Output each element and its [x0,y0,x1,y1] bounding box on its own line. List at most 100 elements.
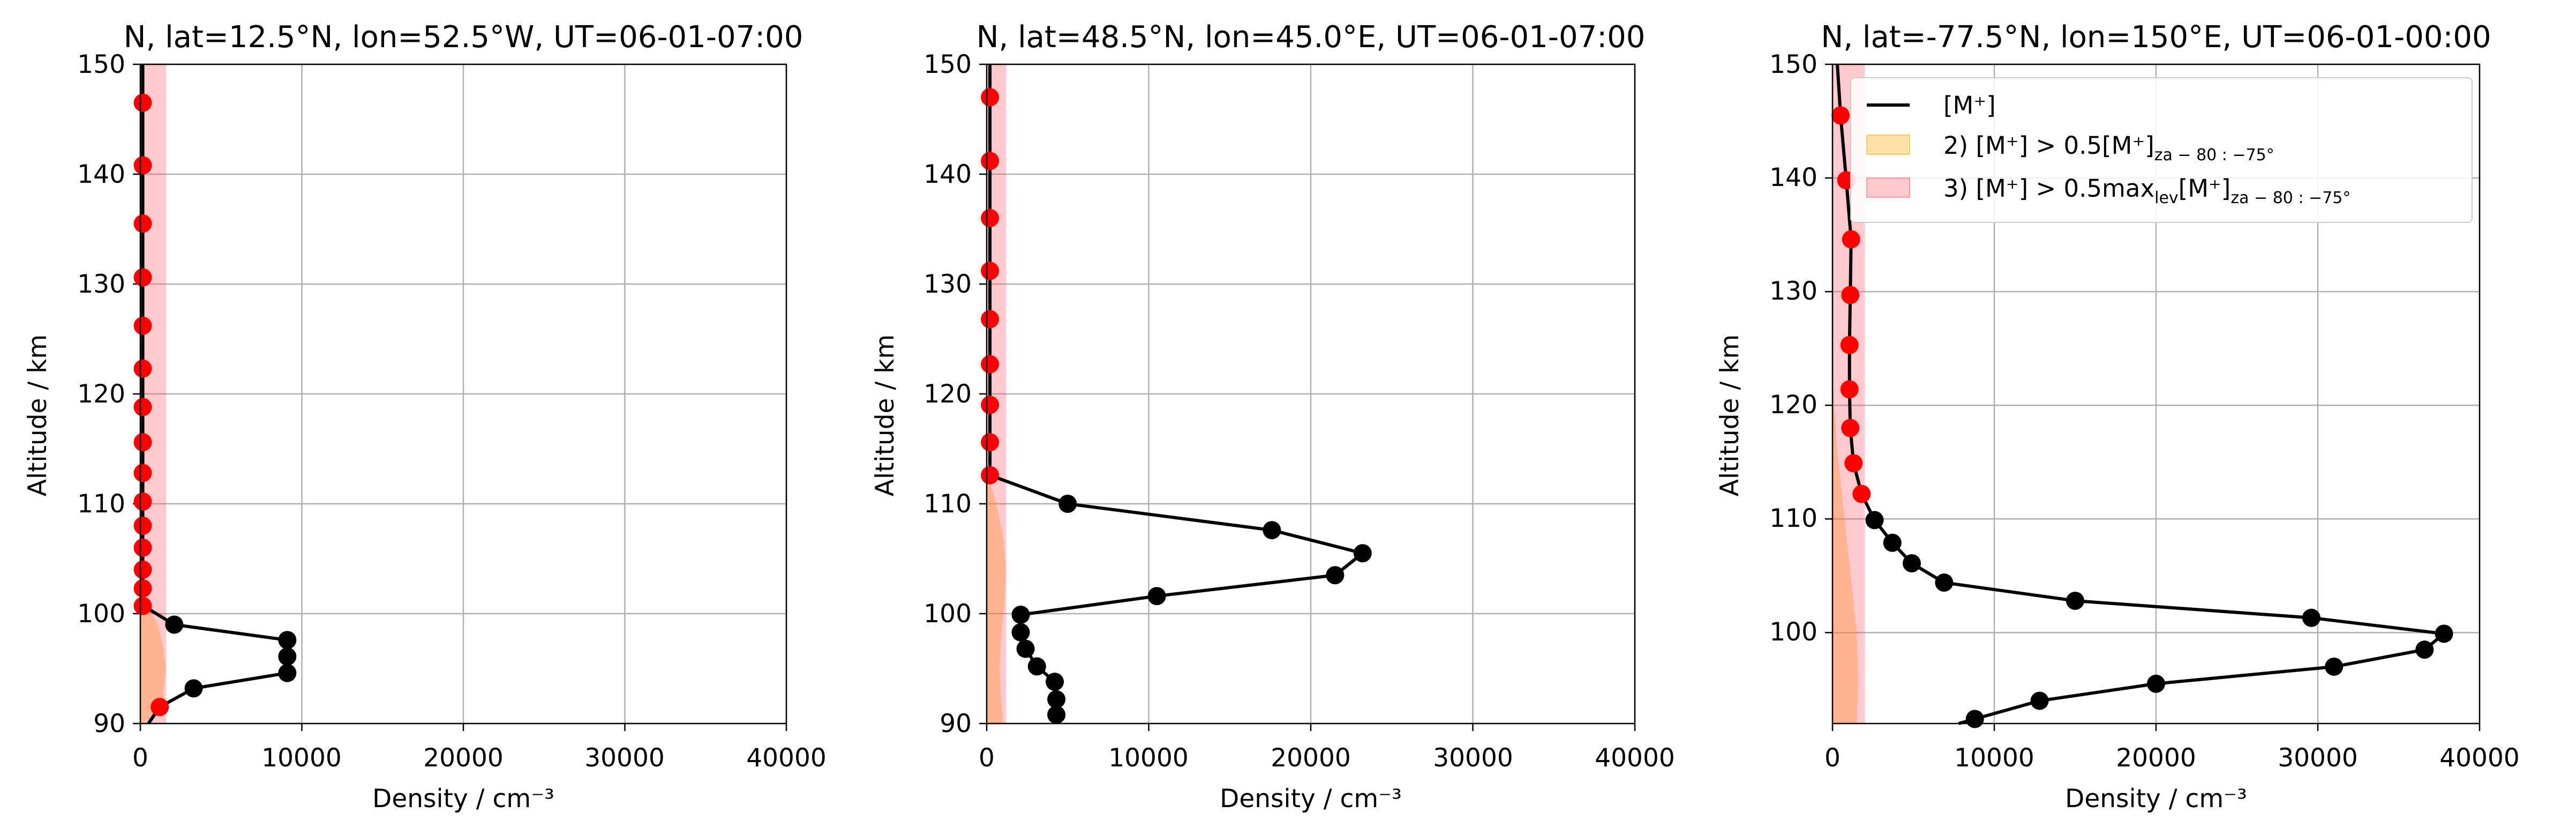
panel-1-xlabel: Density / cm⁻³ [372,784,554,814]
data-point-7 [133,579,152,598]
panel-3-xtick-0: 0 [1824,743,1841,773]
data-point-18 [981,209,1000,227]
data-point-9 [1902,554,1921,572]
data-point-2 [278,663,297,682]
panel-3-ytick-1: 110 [1769,504,1818,533]
legend-entry-3-sub2: za − 80 : −75° [2230,189,2350,207]
data-point-0 [1047,705,1066,724]
data-point-7 [2066,591,2084,610]
panel-1-series [133,64,297,725]
panel-2-y-ticks: 90 100 110 120 130 140 150 [923,50,972,739]
panel-1-xtick-3: 30000 [584,743,665,773]
data-point-2 [2147,674,2165,693]
data-point-4 [1016,639,1035,658]
band-0 [987,471,1007,724]
data-point-1 [1047,690,1066,709]
panel-3-y-ticks: 100 110 120 130 140 150 [1769,50,1818,647]
data-point-14 [1841,419,1860,437]
data-point-4 [278,631,297,650]
panel-1-ylabel: Altitude / km [23,334,52,496]
data-point-2 [1046,673,1064,691]
data-point-4 [2415,640,2434,659]
panel-2-ylabel: Altitude / km [870,334,900,496]
data-point-17 [1841,286,1860,304]
panel-3-ytick-3: 130 [1769,277,1818,306]
legend-entry-3-sub1: lev [2154,189,2179,207]
panel-2-title: N, lat=48.5°N, lon=45.0°E, UT=06-01-07:0… [977,20,1646,55]
panel-2-ytick-2: 110 [923,489,972,519]
panel-3-ytick-4: 140 [1769,163,1818,192]
data-point-3 [278,647,297,666]
panel-2-xtick-4: 40000 [1595,743,1675,773]
panel-3-title: N, lat=-77.5°N, lon=150°E, UT=06-01-00:0… [1821,20,2491,55]
data-point-10 [133,517,152,535]
legend-entry-3-main: 3) [M⁺] > 0.5max [1943,174,2154,203]
data-point-12 [981,466,1000,484]
data-point-13 [133,433,152,452]
data-point-0 [151,698,169,717]
data-point-11 [133,492,152,511]
data-point-18 [133,214,152,233]
band-1 [987,64,1007,724]
panel-1-xtick-1: 10000 [261,743,342,773]
legend-entry-3: 3) [M⁺] > 0.5maxlev[M⁺]za − 80 : −75° [1943,174,2350,207]
panel-2-xtick-3: 30000 [1433,743,1513,773]
data-point-3 [2325,657,2344,676]
panel-2-ytick-1: 100 [923,599,972,629]
data-point-18 [1842,230,1860,249]
panel-2-ytick-6: 150 [923,50,972,79]
data-point-5 [2435,624,2453,643]
panel-2-xtick-1: 10000 [1108,743,1189,773]
legend-box [1850,77,2473,223]
panel-3-xtick-4: 40000 [2439,743,2520,773]
legend-entry-1: [M⁺] [1943,91,1996,120]
panel-2-frame [986,63,1636,725]
data-point-14 [981,396,1000,414]
panel-2: N, lat=48.5°N, lon=45.0°E, UT=06-01-07:0… [870,20,1675,814]
panel-2-ytick-5: 140 [923,160,972,189]
data-point-15 [1840,380,1859,399]
data-point-5 [165,615,184,634]
panel-3-xtick-1: 10000 [1954,743,2034,773]
panel-2-xlabel: Density / cm⁻³ [1220,784,1402,814]
data-point-6 [2302,608,2320,627]
panel-2-ytick-0: 90 [940,709,972,739]
panel-1-ytick-6: 150 [77,50,125,79]
panel-2-ytick-4: 130 [923,270,972,299]
data-point-15 [981,355,1000,374]
data-point-17 [981,262,1000,280]
data-point-9 [133,539,152,557]
legend-patch-red [1866,177,1910,198]
data-point-19 [981,152,1000,170]
panel-1-x-ticks: 0 10000 20000 30000 40000 [132,743,827,773]
data-point-20 [133,93,152,112]
legend-entry-3-mid: [M⁺] [2179,174,2231,203]
panel-3: N, lat=-77.5°N, lon=150°E, UT=06-01-00:0… [1715,20,2520,814]
panel-1-xtick-4: 40000 [746,743,827,773]
panel-1-frame [139,63,787,725]
data-point-13 [981,433,1000,452]
data-point-1 [2030,691,2049,710]
panel-3-ytick-5: 150 [1769,50,1818,79]
panel-3-ytick-2: 120 [1769,390,1818,420]
data-point-7 [1147,587,1166,606]
data-point-8 [1935,573,1954,592]
data-point-10 [1883,533,1902,552]
panel-2-series [981,64,1372,724]
band-0 [140,580,167,724]
panel-1-xtick-0: 0 [132,743,148,773]
data-point-0 [1965,710,1984,728]
legend-entry-2: 2) [M⁺] > 0.5[M⁺]za − 80 : −75° [1943,131,2274,165]
panel-1-ytick-2: 110 [77,489,125,519]
panel-1-ytick-4: 130 [77,270,125,299]
series-line-0 [988,64,1364,715]
panel-3-legend: [M⁺] 2) [M⁺] > 0.5[M⁺]za − 80 : −75° 3) … [1850,77,2473,223]
data-point-19 [133,156,152,175]
data-point-5 [1011,623,1030,642]
data-point-6 [133,597,152,615]
data-point-8 [1326,566,1345,585]
panel-1-y-ticks: 90 100 110 120 130 140 150 [77,50,125,739]
legend-entry-2-main: 2) [M⁺] > 0.5[M⁺] [1943,131,2154,160]
panel-2-ytick-3: 120 [923,379,972,409]
